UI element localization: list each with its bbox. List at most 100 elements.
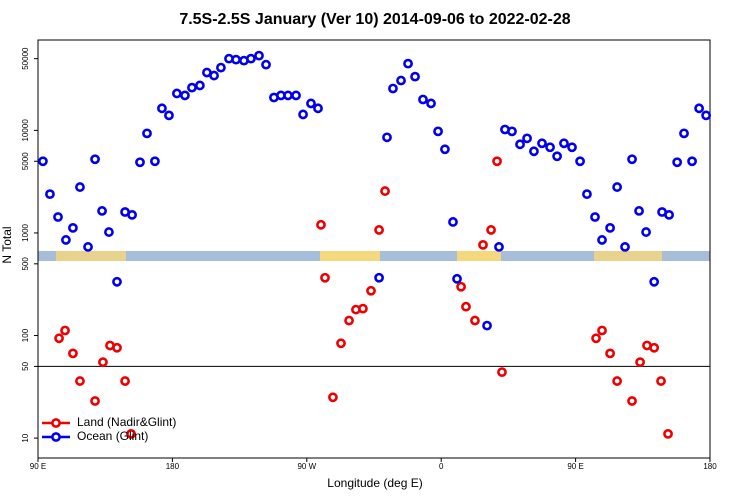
- point: [298, 109, 308, 120]
- point: [679, 128, 689, 139]
- point: [180, 90, 190, 101]
- point: [497, 367, 507, 378]
- point: [150, 156, 160, 167]
- point: [316, 219, 326, 230]
- point: [306, 98, 316, 109]
- point: [664, 209, 674, 220]
- point: [254, 50, 264, 61]
- point: [164, 110, 174, 121]
- point: [470, 315, 480, 326]
- point: [68, 348, 78, 359]
- y-tick-label: 5000: [21, 152, 30, 170]
- point: [53, 212, 63, 222]
- point: [374, 272, 384, 283]
- point: [433, 126, 443, 137]
- point: [663, 428, 673, 439]
- land-strip: [56, 251, 126, 261]
- point: [627, 396, 637, 406]
- point: [142, 128, 152, 139]
- point: [90, 396, 100, 406]
- y-tick-label: 10000: [21, 119, 30, 142]
- point: [403, 58, 413, 69]
- point: [649, 276, 660, 287]
- y-axis-label: N Total: [0, 226, 14, 263]
- point: [537, 138, 547, 149]
- point: [567, 142, 577, 153]
- point: [90, 154, 100, 165]
- plot-frame: [37, 39, 711, 459]
- x-tick-label: 180: [166, 462, 180, 471]
- y-tick-label: 100: [21, 328, 30, 342]
- point: [590, 212, 600, 222]
- point: [45, 189, 55, 200]
- point: [246, 53, 256, 64]
- land-strip: [457, 251, 501, 261]
- point: [410, 71, 420, 82]
- point: [157, 103, 167, 114]
- point: [627, 154, 637, 165]
- point: [120, 376, 130, 386]
- map-strip: [38, 251, 710, 261]
- point: [426, 98, 436, 109]
- point: [612, 376, 623, 386]
- point: [597, 235, 607, 245]
- legend-label: Land (Nadir&Glint): [77, 415, 176, 429]
- legend-label: Ocean (Glint): [77, 429, 148, 443]
- point: [605, 222, 615, 233]
- point: [382, 132, 392, 143]
- point: [448, 217, 458, 227]
- point: [515, 139, 525, 150]
- point: [127, 209, 137, 220]
- point: [461, 301, 471, 312]
- point: [559, 138, 569, 149]
- point: [104, 227, 114, 237]
- point: [388, 83, 398, 94]
- x-tick-label: 90 W: [297, 462, 316, 471]
- point: [575, 156, 585, 167]
- point: [492, 156, 502, 167]
- y-tick-label: 10: [21, 433, 30, 442]
- point: [328, 392, 338, 403]
- point: [522, 133, 532, 144]
- point: [440, 144, 450, 155]
- x-tick-label: 180: [703, 462, 717, 471]
- point: [529, 146, 539, 157]
- point: [641, 227, 651, 237]
- point: [320, 272, 330, 283]
- point: [694, 103, 704, 114]
- point: [366, 285, 376, 296]
- point: [591, 333, 601, 344]
- legend-swatch-point: [51, 432, 61, 442]
- y-tick-label: 1000: [21, 223, 30, 241]
- point: [112, 342, 122, 353]
- point: [456, 281, 466, 292]
- point: [313, 103, 323, 114]
- point: [620, 242, 630, 252]
- point: [194, 80, 205, 91]
- point: [507, 126, 517, 137]
- point: [478, 239, 488, 250]
- point: [605, 348, 615, 359]
- x-tick-label: 0: [439, 462, 444, 471]
- point: [545, 142, 555, 153]
- point: [75, 182, 85, 192]
- point: [656, 376, 666, 386]
- point: [552, 151, 562, 162]
- y-tick-label: 500: [21, 257, 30, 271]
- point: [38, 156, 48, 167]
- point: [687, 156, 697, 167]
- point: [135, 157, 145, 168]
- point: [380, 186, 390, 196]
- point: [209, 70, 219, 81]
- point: [112, 276, 122, 287]
- point: [344, 315, 354, 326]
- point: [261, 59, 271, 70]
- x-axis-label: Longitude (deg E): [327, 476, 422, 490]
- point: [649, 342, 660, 353]
- y-tick-label: 50000: [21, 47, 30, 70]
- point: [635, 357, 646, 368]
- point: [612, 182, 623, 192]
- land-strip: [320, 251, 380, 261]
- land-strip: [594, 251, 662, 261]
- point: [582, 189, 592, 200]
